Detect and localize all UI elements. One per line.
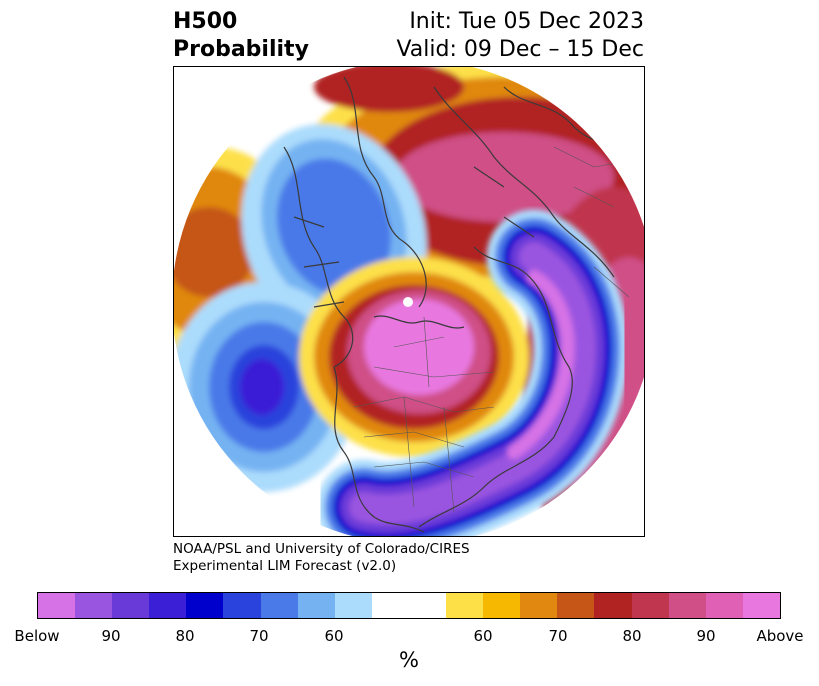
credit-text: NOAA/PSL and University of Colorado/CIRE… <box>173 541 470 575</box>
forecast-dates: Init: Tue 05 Dec 2023 Valid: 09 Dec – 15… <box>396 8 644 64</box>
colorbar-swatch <box>408 593 447 618</box>
colorbar-swatch <box>112 593 150 618</box>
anomaly-pole-a4 <box>364 299 474 395</box>
init-date: Init: Tue 05 Dec 2023 <box>409 9 644 34</box>
title-variable: H500 <box>173 9 238 34</box>
colorbar-swatch <box>149 593 187 618</box>
colorbar-swatch <box>75 593 113 618</box>
colorbar-tick-label: 60 <box>473 627 493 645</box>
colorbar-swatch <box>557 593 595 618</box>
credit-line-2: Experimental LIM Forecast (v2.0) <box>173 558 397 574</box>
colorbar-swatch <box>520 593 558 618</box>
colorbar-swatch <box>260 593 298 618</box>
colorbar-swatch <box>186 593 224 618</box>
anomaly-north-a3 <box>394 132 614 222</box>
colorbar-tick-label: Below <box>14 627 60 645</box>
colorbar <box>37 592 781 619</box>
colorbar-tick-label: 90 <box>696 627 716 645</box>
anomaly-trough <box>316 209 629 536</box>
polar-map <box>173 66 645 537</box>
colorbar-swatch <box>38 593 76 618</box>
colorbar-tick-label: 90 <box>101 627 121 645</box>
colorbar-swatch <box>483 593 521 618</box>
anomaly-west-a15 <box>174 207 254 297</box>
colorbar-swatch <box>668 593 706 618</box>
pole-marker <box>403 297 413 307</box>
colorbar-swatch <box>371 593 409 618</box>
colorbar-tick-label: 60 <box>324 627 344 645</box>
colorbar-swatch <box>742 593 780 618</box>
colorbar-tick-label: 80 <box>622 627 642 645</box>
colorbar-unit: % <box>399 648 419 672</box>
colorbar-swatch <box>334 593 372 618</box>
coastlines <box>283 76 635 533</box>
colorbar-swatch <box>446 593 484 618</box>
colorbar-tick-label: Above <box>756 627 804 645</box>
map-title: H500 Probability <box>173 8 309 64</box>
anomaly-sw-b4 <box>240 359 284 415</box>
valid-range: Valid: 09 Dec – 15 Dec <box>396 37 644 62</box>
colorbar-tick-label: 70 <box>249 627 269 645</box>
credit-line-1: NOAA/PSL and University of Colorado/CIRE… <box>173 541 470 557</box>
title-product: Probability <box>173 37 309 62</box>
colorbar-swatch <box>594 593 632 618</box>
colorbar-swatch <box>223 593 261 618</box>
anomaly-top-red <box>314 67 464 112</box>
colorbar-swatch <box>631 593 669 618</box>
colorbar-tick-label: 80 <box>175 627 195 645</box>
colorbar-swatch <box>297 593 335 618</box>
anomaly-nw-b2 <box>277 158 391 296</box>
colorbar-swatch <box>705 593 743 618</box>
probability-field <box>174 67 644 536</box>
colorbar-tick-label: 70 <box>548 627 568 645</box>
